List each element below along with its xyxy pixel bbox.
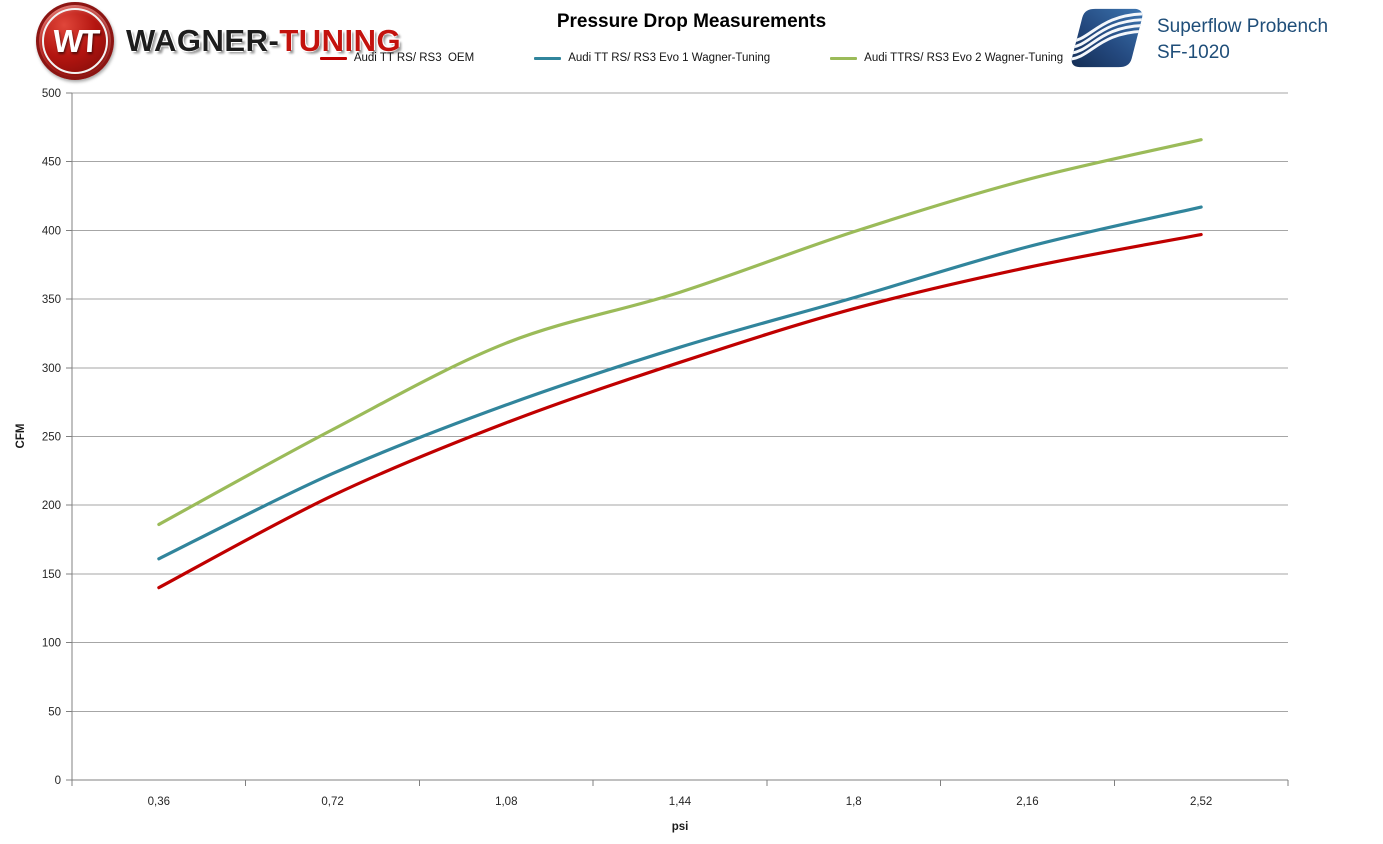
superflow-model: SF-1020 bbox=[1157, 42, 1230, 63]
wordmark-tuning: TUNING bbox=[279, 23, 402, 58]
wagner-tuning-wordmark: WAGNER-TUNING bbox=[126, 23, 401, 59]
x-axis-label: 1,08 bbox=[495, 796, 517, 808]
superflow-swoosh-icon bbox=[1071, 8, 1143, 68]
legend-label: Audi TTRS/ RS3 Evo 2 Wagner-Tuning bbox=[864, 52, 1064, 64]
y-axis-title: CFM bbox=[15, 423, 27, 449]
superflow-text: Superflow Probench SF-1020 bbox=[1157, 6, 1328, 66]
legend-swatch-icon bbox=[830, 56, 858, 60]
y-axis-label: 0 bbox=[55, 775, 61, 787]
x-axis-title: psi bbox=[671, 821, 689, 833]
legend-label: Audi TT RS/ RS3 Evo 1 Wagner-Tuning bbox=[568, 52, 771, 64]
series-line-0 bbox=[157, 232, 1203, 590]
legend-item-2: Audi TTRS/ RS3 Evo 2 Wagner-Tuning bbox=[830, 52, 1063, 64]
x-axis-label: 2,52 bbox=[1190, 796, 1212, 808]
y-axis-label: 400 bbox=[42, 225, 61, 237]
x-axis-label: 1,8 bbox=[846, 796, 862, 808]
x-axis-label: 1,44 bbox=[669, 796, 692, 808]
chart-title: Pressure Drop Measurements bbox=[556, 11, 827, 32]
y-axis-label: 150 bbox=[42, 569, 61, 581]
y-axis-label: 50 bbox=[48, 706, 61, 718]
chart-legend: Audi TT RS/ RS3 OEM Audi TT RS/ RS3 Evo 1… bbox=[0, 52, 1383, 64]
x-axis-label: 0,72 bbox=[321, 796, 343, 808]
y-axis-label: 250 bbox=[42, 432, 61, 444]
y-axis-label: 300 bbox=[42, 363, 61, 375]
legend-item-0: Audi TT RS/ RS3 OEM bbox=[319, 52, 475, 64]
y-axis-label: 450 bbox=[42, 157, 61, 169]
legend-swatch-icon bbox=[319, 56, 347, 60]
legend-swatch-icon bbox=[534, 56, 562, 60]
superflow-logo: Superflow Probench SF-1020 bbox=[1070, 6, 1328, 70]
y-axis-label: 500 bbox=[42, 88, 61, 100]
series-line-1 bbox=[157, 205, 1203, 561]
wordmark-wagner: WAGNER- bbox=[126, 23, 280, 58]
y-axis-label: 100 bbox=[42, 638, 61, 650]
legend-label: Audi TT RS/ RS3 OEM bbox=[353, 52, 475, 64]
legend-item-1: Audi TT RS/ RS3 Evo 1 Wagner-Tuning bbox=[534, 52, 770, 64]
x-axis-label: 0,36 bbox=[148, 796, 170, 808]
x-axis-label: 2,16 bbox=[1016, 796, 1038, 808]
wagner-tuning-emblem-icon: WT bbox=[36, 2, 114, 80]
series-line-2 bbox=[157, 138, 1203, 527]
superflow-name: Superflow Probench bbox=[1157, 16, 1329, 37]
y-axis-label: 200 bbox=[42, 500, 61, 512]
y-axis-label: 350 bbox=[42, 294, 61, 306]
wagner-tuning-logo: WT WAGNER-TUNING bbox=[36, 2, 401, 80]
